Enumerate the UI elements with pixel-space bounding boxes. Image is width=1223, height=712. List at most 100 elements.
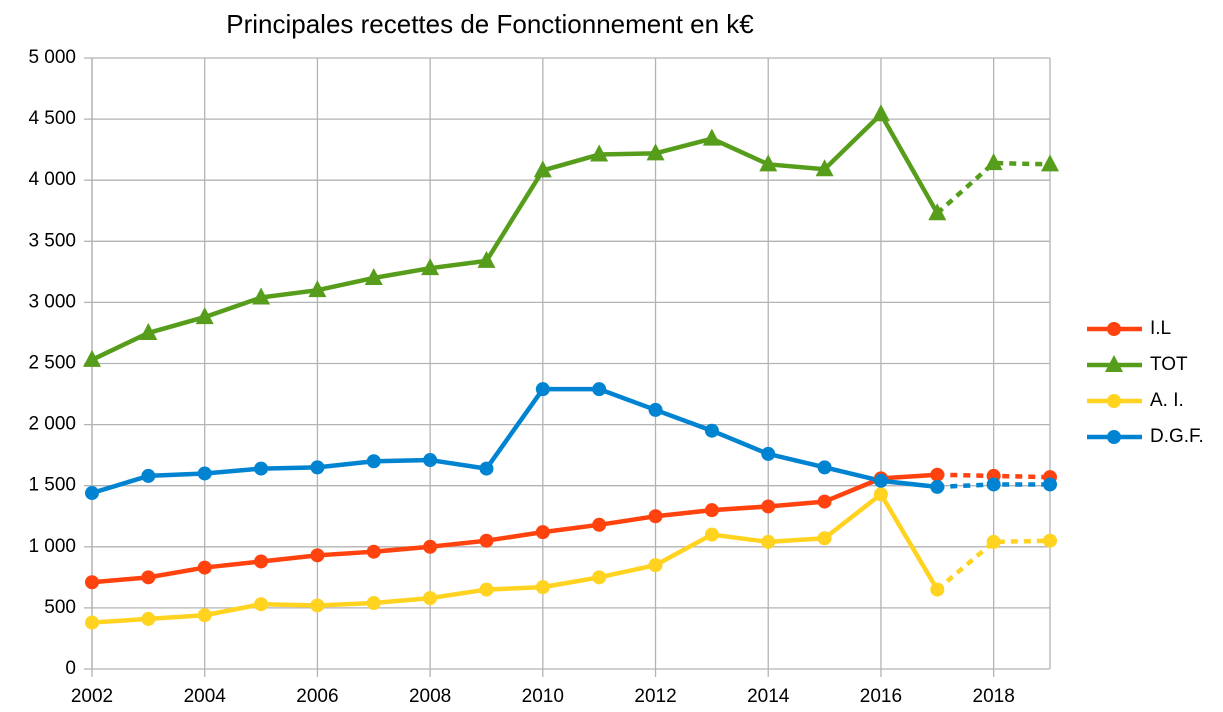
point <box>366 544 381 559</box>
point <box>197 560 212 575</box>
y-tick-label: 3 000 <box>28 291 76 312</box>
point <box>252 287 271 305</box>
y-tick-label: 2 000 <box>28 414 76 435</box>
point <box>646 143 665 161</box>
point <box>930 479 945 494</box>
point <box>479 533 494 548</box>
x-tick-label: 2012 <box>634 686 676 707</box>
point <box>928 203 947 221</box>
point <box>535 382 550 397</box>
y-tick-label: 4 000 <box>28 169 76 190</box>
point <box>871 104 890 122</box>
point <box>254 597 269 612</box>
point <box>310 598 325 613</box>
series-line <box>91 492 940 625</box>
point <box>254 554 269 569</box>
point <box>759 154 778 172</box>
x-tick-label: 2018 <box>973 686 1015 707</box>
x-tick-label: 2002 <box>71 686 113 707</box>
point <box>366 454 381 469</box>
point <box>1041 154 1059 172</box>
point <box>986 534 1001 549</box>
point <box>141 611 156 626</box>
point <box>310 548 325 563</box>
legend-marker <box>1107 430 1121 444</box>
point <box>704 527 719 542</box>
point <box>83 349 101 367</box>
legend-marker <box>1105 355 1123 372</box>
point <box>197 608 212 623</box>
point <box>817 460 832 475</box>
point <box>85 486 99 501</box>
point <box>479 461 494 476</box>
point <box>195 307 214 325</box>
point <box>423 453 438 468</box>
point <box>648 558 663 573</box>
y-tick-label: 1 000 <box>28 536 76 557</box>
legend-label: I.L <box>1150 318 1171 339</box>
point <box>817 531 832 546</box>
y-tick-label: 4 500 <box>28 108 76 129</box>
point <box>310 460 325 475</box>
point <box>423 591 438 606</box>
x-tick-label: 2008 <box>409 686 451 707</box>
point <box>535 525 550 540</box>
y-tick-label: 3 500 <box>28 230 76 251</box>
point <box>704 423 719 438</box>
x-tick-label: 2016 <box>860 686 902 707</box>
point <box>986 477 1001 492</box>
point <box>141 570 156 585</box>
legend-label: D.G.F. <box>1150 426 1204 447</box>
point <box>421 258 440 276</box>
point <box>592 382 607 397</box>
point <box>364 267 383 285</box>
point <box>648 402 663 417</box>
point <box>85 575 99 590</box>
point <box>590 144 609 162</box>
y-tick-label: 5 000 <box>28 47 76 68</box>
point <box>141 468 156 483</box>
x-tick-label: 2010 <box>522 686 564 707</box>
point <box>761 446 776 461</box>
series-line <box>91 386 938 496</box>
series-line <box>91 472 938 585</box>
point <box>366 596 381 611</box>
point <box>85 615 99 630</box>
point <box>1043 477 1057 492</box>
point <box>197 466 212 481</box>
point <box>479 582 494 597</box>
point <box>873 487 888 502</box>
y-tick-label: 2 500 <box>28 353 76 374</box>
point <box>477 250 496 268</box>
point <box>873 473 888 488</box>
series-line <box>91 111 940 362</box>
y-tick-label: 0 <box>65 658 76 679</box>
point <box>761 499 776 514</box>
point <box>761 534 776 549</box>
point <box>702 128 721 146</box>
point <box>592 570 607 585</box>
y-tick-label: 1 500 <box>28 475 76 496</box>
legend-label: TOT <box>1150 354 1188 375</box>
point <box>815 159 834 177</box>
point <box>817 494 832 509</box>
x-tick-label: 2006 <box>296 686 338 707</box>
point <box>984 153 1003 171</box>
point <box>930 467 945 482</box>
chart-title: Principales recettes de Fonctionnement e… <box>226 9 754 39</box>
point <box>1043 533 1057 548</box>
legend-marker <box>1107 322 1121 336</box>
point <box>535 580 550 595</box>
point <box>648 509 663 524</box>
point <box>592 517 607 532</box>
legend-label: A. I. <box>1150 390 1184 411</box>
point <box>423 539 438 554</box>
legend-marker <box>1107 394 1121 408</box>
point <box>308 280 327 298</box>
point <box>930 582 945 597</box>
point <box>704 503 719 518</box>
y-tick-label: 500 <box>44 597 76 618</box>
point <box>139 322 158 340</box>
x-tick-label: 2014 <box>747 686 790 707</box>
